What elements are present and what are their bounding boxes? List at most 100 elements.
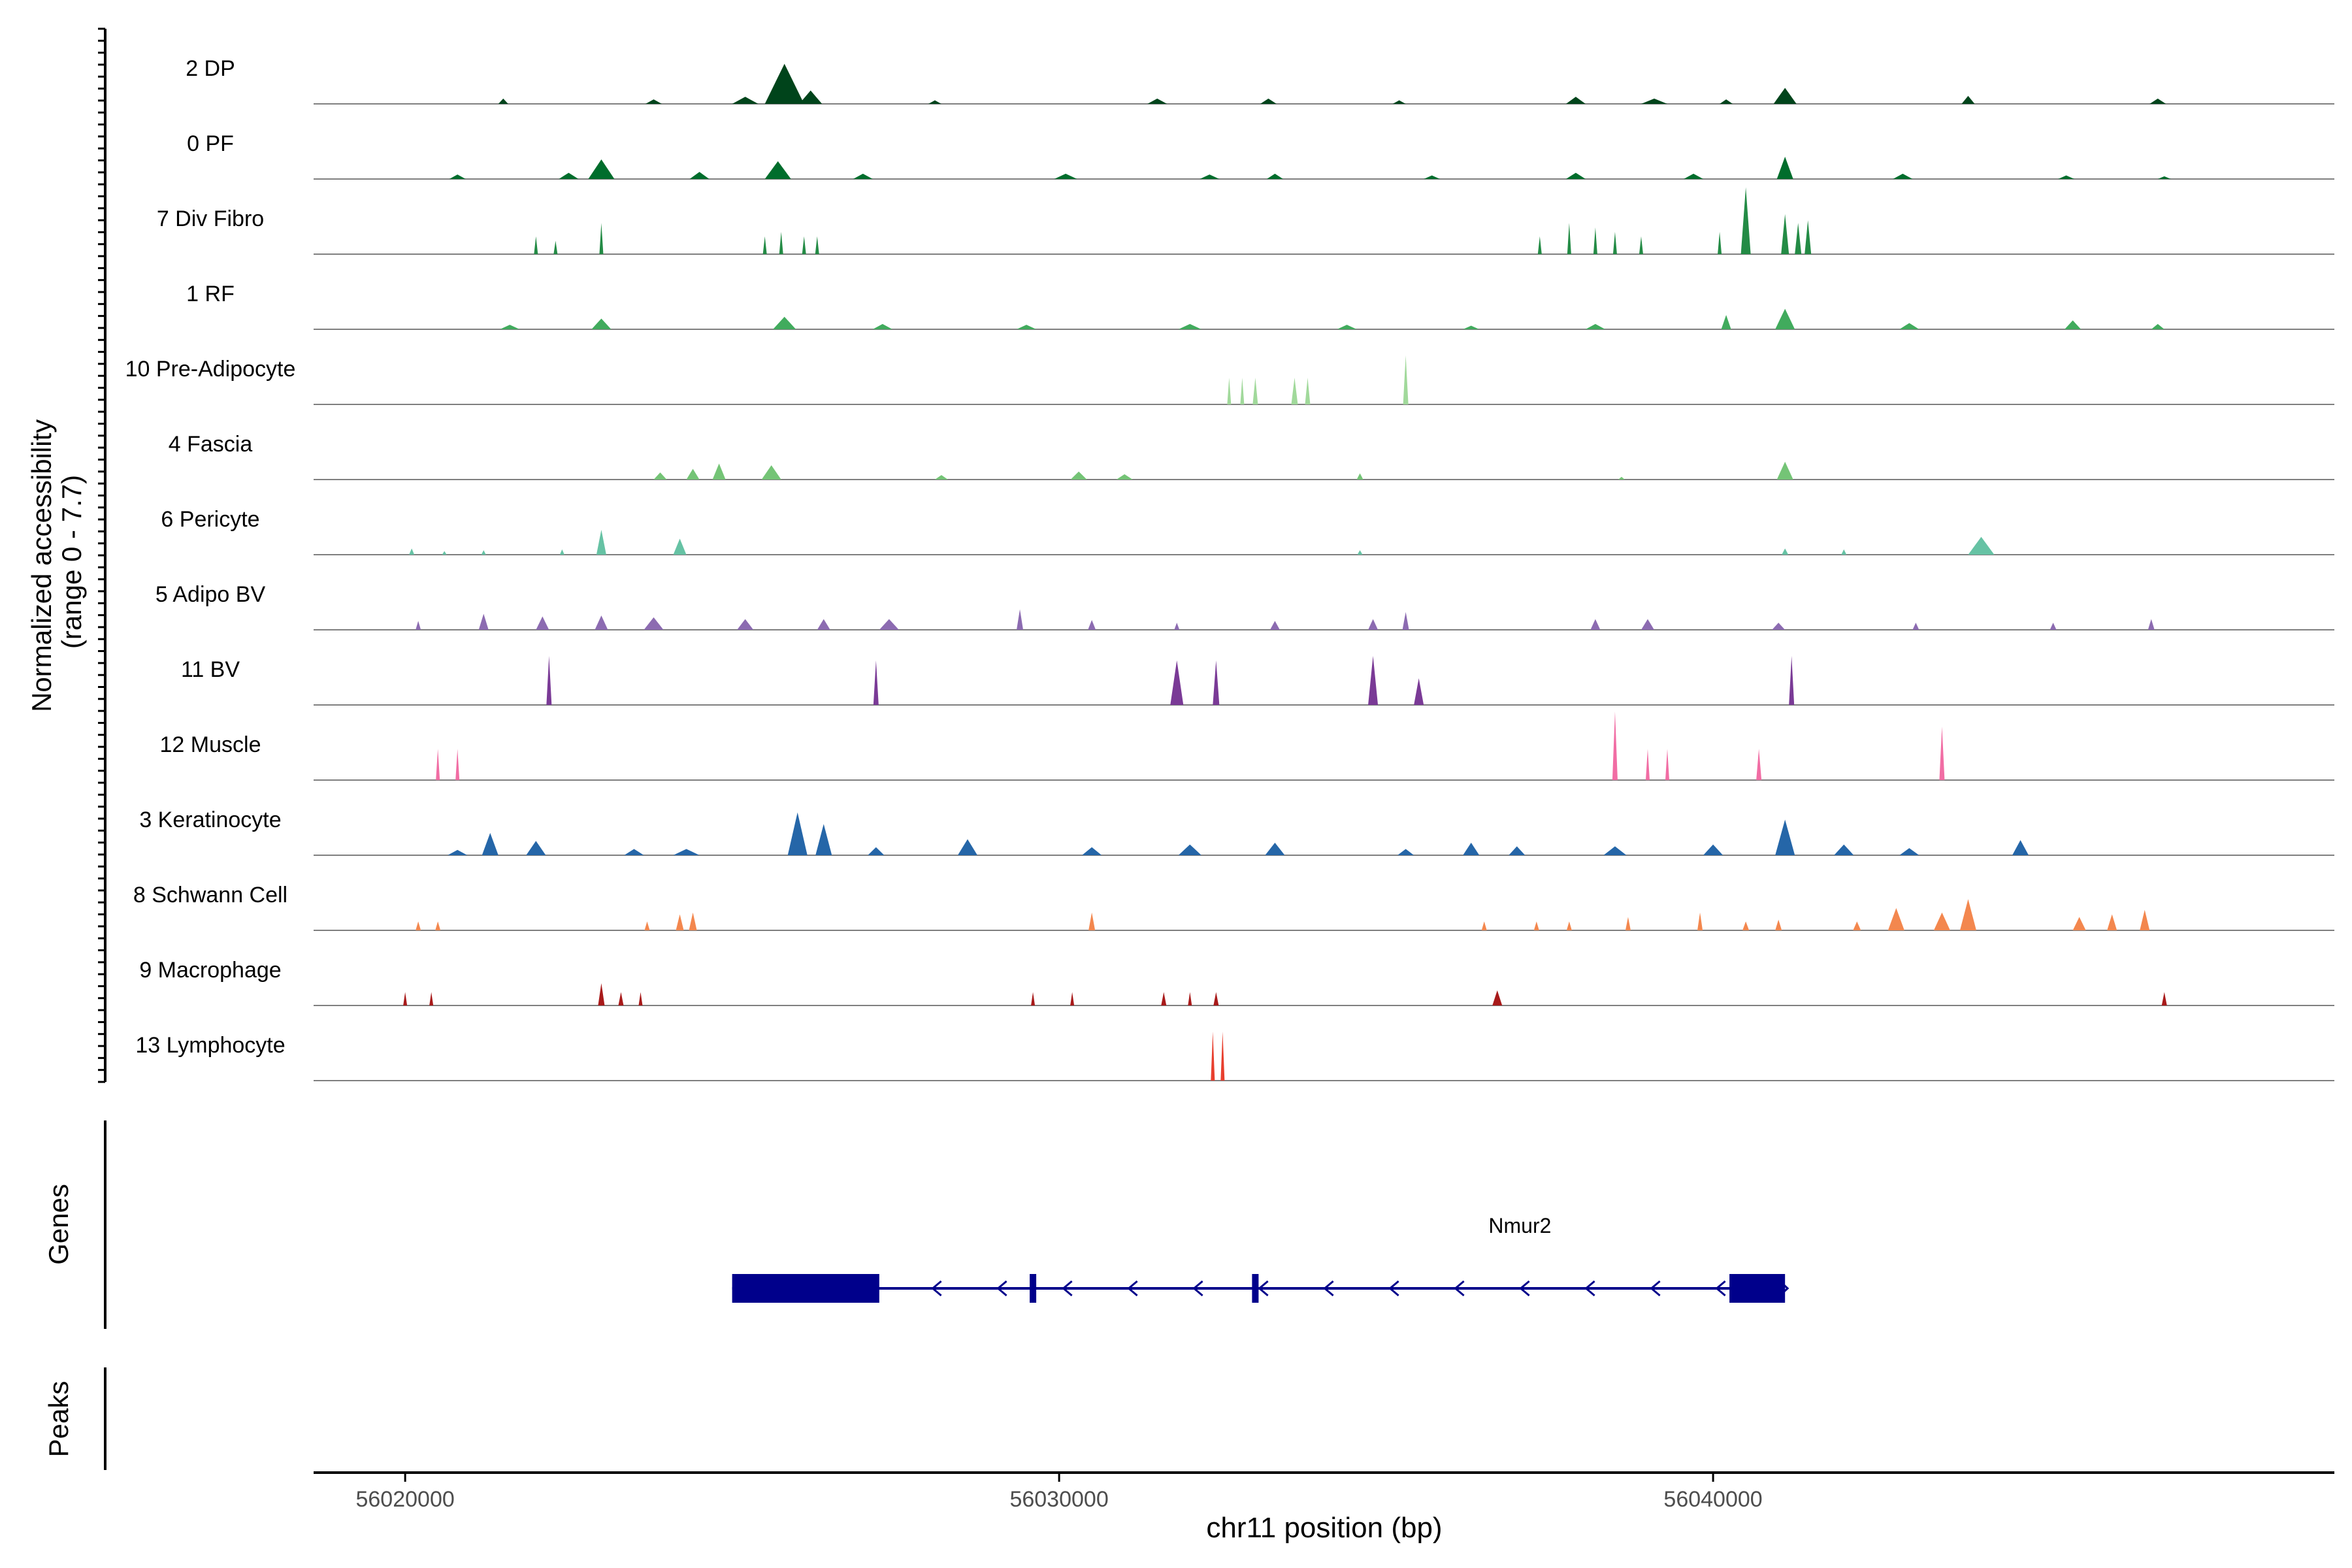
coverage-peak (1939, 727, 1945, 780)
coverage-peak (1893, 173, 1913, 179)
coverage-peak (1054, 173, 1077, 179)
coverage-peak (498, 98, 508, 104)
coverage-peak (559, 172, 579, 179)
coverage-peak (1775, 819, 1795, 855)
coverage-peak (817, 619, 830, 630)
y-axis-label-line2: (range 0 - 7.7) (56, 475, 87, 649)
coverage-peak (1899, 848, 1919, 855)
track-label: 9 Macrophage (139, 958, 281, 983)
coverage-peak (526, 841, 546, 855)
coverage-peak (1492, 990, 1503, 1005)
coverage-peak (1721, 315, 1731, 329)
coverage-peak (1211, 1032, 1215, 1081)
coverage-peak (1266, 173, 1283, 179)
coverage-peak (673, 849, 700, 855)
coverage-peak (1368, 656, 1379, 705)
coverage-peak (1641, 619, 1654, 630)
coverage-peak (595, 615, 608, 630)
coverage-peak (1618, 476, 1625, 480)
coverage-peak (1082, 847, 1102, 855)
coverage-peak (779, 231, 783, 254)
coverage-peak (737, 619, 754, 630)
coverage-peak (1887, 907, 1904, 930)
coverage-peak (764, 161, 791, 179)
coverage-peak (1305, 378, 1311, 404)
coverage-peak (928, 100, 941, 104)
coverage-peak (1590, 619, 1601, 630)
coverage-peak (416, 621, 421, 630)
track-2 (314, 156, 2334, 180)
coverage-peak (761, 465, 781, 480)
coverage-peak (442, 551, 447, 555)
coverage-peak (764, 63, 804, 104)
coverage-peak (1252, 378, 1258, 404)
coverage-peak (1567, 223, 1571, 254)
track-10 (314, 711, 2334, 781)
track-4 (314, 308, 2334, 330)
strand-arrow (1258, 1280, 1269, 1297)
coverage-peak (868, 847, 885, 855)
track-labels: 2 DP 0 PF 7 Div Fibro 1 RF 10 Pre-Adipocyte 4… (125, 56, 296, 1058)
track-label: 8 Schwann Cell (133, 883, 287, 907)
coverage-peak (1585, 323, 1605, 329)
coverage-peak (1414, 678, 1424, 705)
coverage-peak (455, 749, 460, 780)
coverage-peak (1968, 536, 1995, 555)
coverage-peak (2157, 176, 2171, 179)
strand-arrow (1192, 1280, 1203, 1297)
coverage-peak (1031, 992, 1036, 1005)
coverage-peak (1178, 844, 1201, 855)
coverage-peak (2065, 320, 2082, 329)
coverage-peak (934, 475, 948, 480)
coverage-peak (624, 849, 644, 855)
coverage-peak (1070, 992, 1075, 1005)
coverage-peak (1742, 921, 1750, 930)
coverage-tracks (314, 63, 2334, 1081)
coverage-peak (1481, 921, 1487, 930)
coverage-peak (1397, 849, 1414, 855)
coverage-peak (1566, 921, 1572, 930)
gene-exon (1252, 1274, 1259, 1303)
coverage-peak (644, 921, 650, 930)
coverage-peak (1756, 749, 1762, 780)
coverage-peak (2012, 840, 2029, 855)
peaks-track-label: Peaks (43, 1381, 74, 1458)
strand-arrow (1127, 1280, 1138, 1297)
coverage-peak (1265, 842, 1285, 855)
coverage-peak (1625, 917, 1631, 930)
coverage-peak (1781, 214, 1789, 254)
coverage-peak (1088, 912, 1096, 930)
coverage-peak (1533, 921, 1539, 930)
coverage-peak (686, 468, 700, 480)
x-axis-label: chr11 position (bp) (1206, 1512, 1442, 1544)
coverage-peak (1639, 236, 1643, 254)
gene-exon (1729, 1274, 1786, 1303)
coverage-peak (1776, 156, 1793, 179)
coverage-peak (712, 463, 726, 480)
coverage-peak (591, 318, 612, 329)
coverage-peak (1834, 844, 1854, 855)
coverage-peak (553, 240, 558, 254)
track-11 (314, 812, 2334, 856)
coverage-peak (787, 812, 808, 855)
coverage-peak (1260, 98, 1277, 104)
genes-track-label: Genes (43, 1184, 74, 1265)
coverage-peak (1684, 173, 1704, 179)
coverage-peak (1174, 623, 1180, 630)
coverage-peak (1213, 660, 1220, 705)
coverage-peak (416, 921, 421, 930)
coverage-peak (1178, 323, 1201, 329)
coverage-peak (773, 316, 796, 329)
coverage-peak (436, 749, 440, 780)
coverage-peak (1537, 236, 1542, 254)
coverage-peak (1612, 231, 1617, 254)
coverage-peak (1603, 846, 1627, 855)
coverage-peak (1933, 912, 1950, 930)
coverage-peak (481, 550, 486, 555)
track-label: 3 Keratinocyte (139, 808, 281, 832)
coverage-peak (1161, 992, 1167, 1005)
coverage-peak (1402, 612, 1409, 630)
coverage-peak (1795, 223, 1802, 254)
coverage-peak (1718, 231, 1722, 254)
